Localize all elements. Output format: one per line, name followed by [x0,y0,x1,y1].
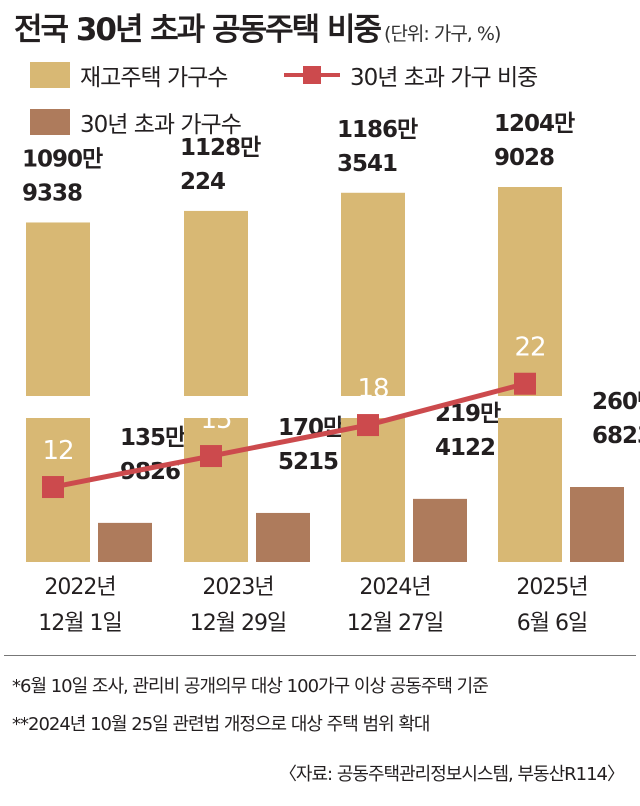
label-over30-2: 219만 4122 [435,401,501,461]
legend-swatch-stock [30,62,70,88]
category-label-3: 2025년 6월 6일 [516,575,587,636]
category-label-1: 2023년 12월 29일 [190,575,286,636]
ratio-line [52,381,526,490]
ratio-marker-1 [200,445,222,468]
ratio-label-2: 18 [357,374,388,404]
legend-swatch-ratio [284,62,340,88]
bar-over30-3 [570,487,624,562]
category-label-2: 2024년 12월 27일 [347,575,443,636]
label-stock-0: 1090만 9338 [22,146,103,206]
legend-label-over30: 30년 초과 가구수 [80,112,242,138]
legend-over30: 30년 초과 가구수 [30,105,242,139]
ratio-marker-0 [42,476,64,499]
legend-ratio: 30년 초과 가구 비중 [284,58,538,92]
chart-title: 전국 30년 초과 공동주택 비중 [14,12,382,48]
ratio-marker-2 [357,414,379,437]
bar-stock-upper-2 [341,192,405,396]
legend-swatch-over30 [30,109,70,135]
ratio-marker-3 [514,372,536,395]
title-row: 전국 30년 초과 공동주택 비중 (단위: 가구, %) [14,4,501,49]
ratio-label-1: 15 [200,405,231,435]
legend-label-ratio: 30년 초과 가구 비중 [350,65,538,91]
label-over30-0: 135만 9826 [120,425,186,485]
footnote-divider [4,655,636,656]
label-stock-3: 1204만 9028 [494,111,575,171]
chart-plot: 1090만 9338 135만 9826 2022년 12월 1일 1128만 224 170만… [22,111,640,636]
footnote-2: **2024년 10월 25일 관련법 개정으로 대상 주택 범위 확대 [12,714,430,735]
legend-label-stock: 재고주택 가구수 [80,65,228,91]
bar-stock-upper-3 [498,187,562,396]
bar-over30-2 [413,498,467,562]
label-stock-2: 1186만 3541 [337,117,418,177]
ratio-label-3: 22 [514,333,545,363]
legend-stock: 재고주택 가구수 [30,58,228,92]
label-stock-1: 1128만 224 [180,135,261,195]
category-label-0: 2022년 12월 1일 [38,575,121,636]
bar-stock-lower-1 [184,418,248,562]
label-over30-3: 260만6823 [592,389,640,449]
bar-stock-lower-2 [341,418,405,562]
ratio-label-0: 12 [42,436,73,466]
label-over30-1: 170만 5215 [278,415,344,475]
bar-over30-1 [256,512,310,562]
bar-stock-lower-3 [498,418,562,562]
source-note: 〈자료: 공동주택관리정보시스템, 부동산R114〉 [278,764,625,785]
bar-over30-0 [98,522,152,562]
bar-stock-upper-0 [26,222,90,396]
unit-label: (단위: 가구, %) [384,23,501,45]
bar-stock-upper-1 [184,210,248,396]
footnote-1: *6월 10일 조사, 관리비 공개의무 대상 100가구 이상 공동주택 기준 [12,676,489,697]
